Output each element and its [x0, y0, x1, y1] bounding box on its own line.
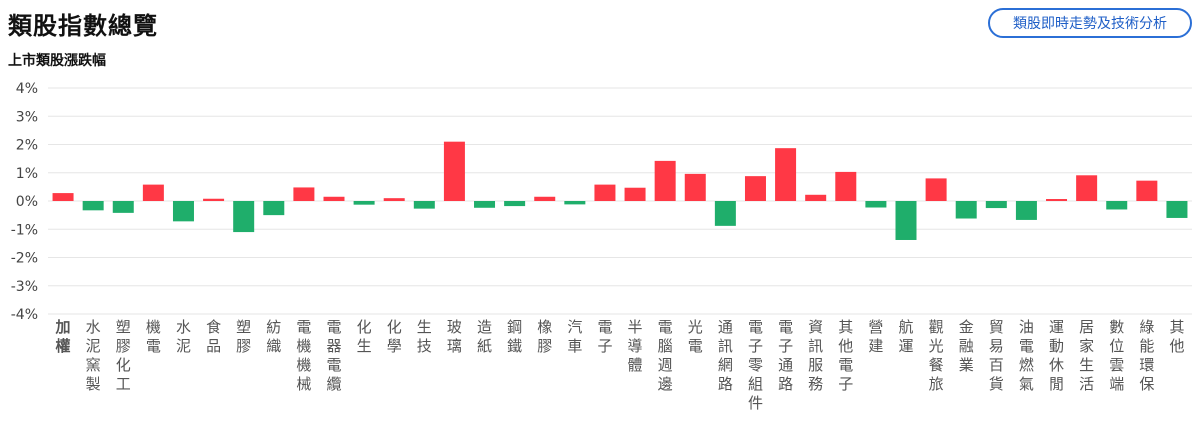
category-label: 橡膠 [537, 318, 552, 355]
category-label: 電子通路 [778, 318, 793, 393]
bar[interactable] [233, 201, 255, 233]
bar[interactable] [383, 198, 405, 201]
bar[interactable] [594, 184, 616, 201]
category-label: 貿易百貨 [989, 318, 1004, 393]
y-tick-label: 3% [16, 109, 38, 125]
category-label: 觀光餐旅 [929, 318, 944, 393]
bar[interactable] [353, 201, 375, 205]
bar[interactable] [443, 141, 465, 201]
category-label: 水泥窯製 [86, 318, 101, 393]
y-tick-label: -3% [11, 279, 38, 295]
category-label: 金融業 [959, 318, 974, 374]
category-label: 玻璃 [447, 318, 462, 355]
category-label: 居家生活 [1079, 318, 1094, 393]
bar[interactable] [684, 173, 706, 201]
bar[interactable] [112, 201, 134, 213]
y-tick-label: -1% [11, 222, 38, 238]
sector-analysis-button[interactable]: 類股即時走勢及技術分析 [988, 8, 1192, 38]
y-tick-label: -4% [11, 307, 38, 323]
category-label: 數位雲端 [1109, 318, 1124, 393]
category-label: 通訊網路 [718, 318, 733, 393]
y-tick-label: 1% [16, 166, 38, 182]
category-label: 紡織 [266, 318, 281, 355]
bar[interactable] [775, 148, 797, 201]
category-label: 塑膠化工 [116, 318, 131, 393]
bar[interactable] [985, 201, 1007, 209]
bar[interactable] [925, 178, 947, 201]
category-label: 電子零組件 [748, 318, 763, 412]
category-label: 加權 [55, 318, 71, 355]
category-label: 化學 [387, 318, 402, 355]
category-label: 電子 [597, 318, 612, 355]
bar[interactable] [413, 201, 435, 209]
bar[interactable] [895, 201, 917, 240]
bar[interactable] [564, 201, 586, 205]
bar[interactable] [474, 201, 496, 208]
category-label: 電機機械 [296, 318, 311, 393]
category-label: 光電 [688, 318, 703, 355]
bar[interactable] [1166, 201, 1188, 218]
bar[interactable] [293, 187, 315, 201]
chart-title: 上市類股漲跌幅 [8, 53, 106, 69]
bar[interactable] [865, 201, 887, 208]
category-label: 資訊服務 [808, 318, 823, 393]
y-tick-label: -2% [11, 251, 38, 267]
category-label: 生技 [417, 318, 432, 355]
bar[interactable] [1046, 199, 1068, 201]
bar[interactable] [504, 201, 526, 207]
category-label: 水泥 [176, 318, 191, 355]
category-label: 電器電纜 [326, 318, 341, 393]
page-title: 類股指數總覽 [8, 12, 158, 40]
bar[interactable] [1076, 175, 1098, 201]
category-label: 運動休閒 [1049, 318, 1064, 393]
y-tick-label: 2% [16, 138, 38, 154]
category-label: 電腦週邊 [658, 318, 673, 393]
bar[interactable] [82, 201, 104, 211]
bar[interactable] [1015, 201, 1037, 220]
category-label: 營建 [868, 318, 883, 355]
bar[interactable] [203, 198, 225, 201]
category-label: 綠能環保 [1139, 318, 1154, 393]
bar[interactable] [142, 184, 164, 201]
bar[interactable] [744, 176, 766, 201]
bar[interactable] [534, 196, 556, 201]
bar[interactable] [52, 193, 74, 201]
bar[interactable] [654, 160, 676, 201]
category-label: 汽車 [567, 318, 582, 355]
bar[interactable] [263, 201, 285, 216]
bar[interactable] [835, 171, 857, 201]
y-tick-label: 0% [16, 194, 38, 210]
bar[interactable] [1106, 201, 1128, 210]
bar[interactable] [323, 196, 345, 201]
category-label: 造紙 [477, 318, 492, 355]
bar[interactable] [624, 187, 646, 201]
category-label: 鋼鐵 [507, 318, 522, 355]
category-label: 食品 [206, 318, 221, 355]
bar[interactable] [714, 201, 736, 226]
category-label: 半導體 [628, 318, 643, 374]
category-label: 油電燃氣 [1019, 318, 1034, 393]
bar[interactable] [1136, 180, 1158, 201]
category-label: 機電 [146, 318, 161, 355]
bar[interactable] [955, 201, 977, 219]
y-tick-label: 4% [16, 81, 38, 97]
category-label: 化生 [357, 318, 372, 355]
bar[interactable] [172, 201, 194, 222]
bar[interactable] [805, 194, 827, 201]
category-label: 其他 [1169, 318, 1184, 355]
category-label: 其他電子 [838, 318, 853, 393]
category-label: 塑膠 [236, 318, 251, 355]
category-label: 航運 [898, 318, 913, 355]
